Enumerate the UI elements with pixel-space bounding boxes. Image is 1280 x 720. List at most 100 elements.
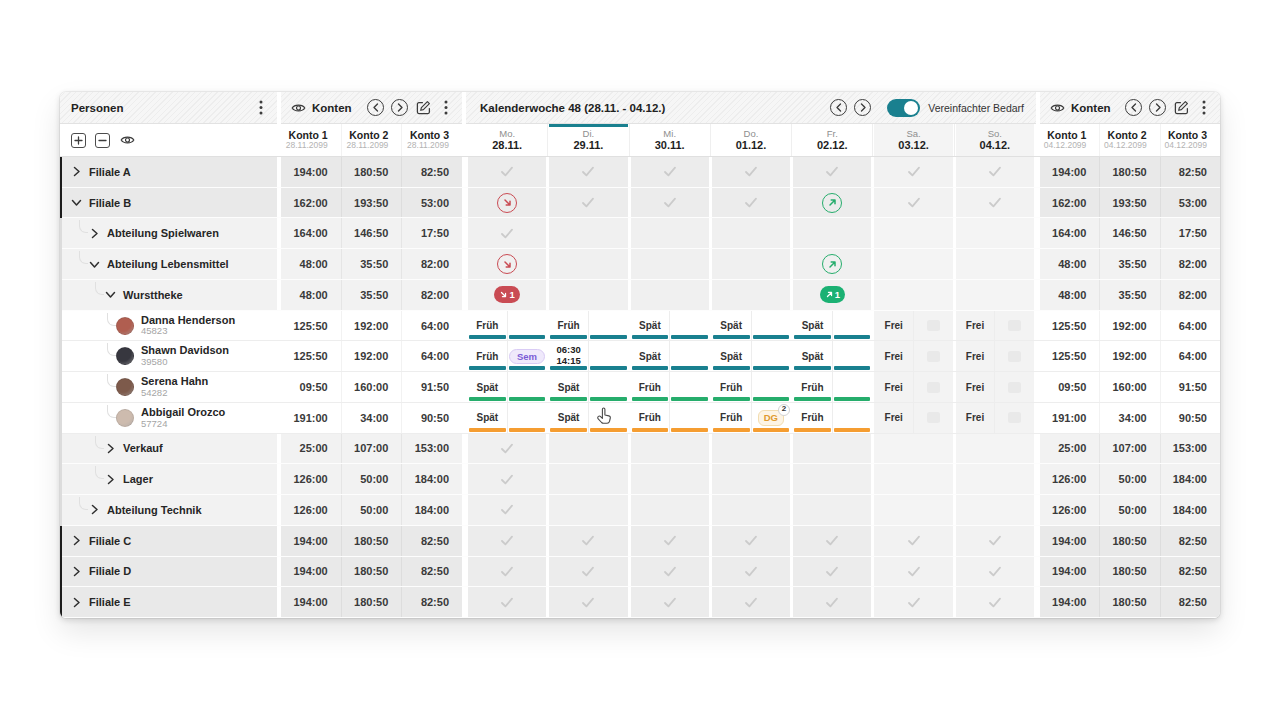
cell-lager-sa[interactable] <box>874 464 952 494</box>
tree-cell-lager[interactable]: Lager <box>60 464 277 494</box>
day-header-sa[interactable]: Sa.03.12. <box>874 124 952 156</box>
cell-wursttheke-mo[interactable]: 1 <box>468 280 546 310</box>
cell-verkauf-di[interactable] <box>549 434 627 464</box>
cell-serena-hahn-so[interactable]: Frei <box>956 372 1034 402</box>
chevron-right-icon[interactable] <box>70 166 82 177</box>
cell-abbigail-orozco-mo[interactable]: Spät <box>468 403 546 433</box>
tree-cell-filiale-b[interactable]: Filiale B <box>60 188 277 218</box>
cell-filiale-e-mo[interactable] <box>468 587 546 617</box>
cell-wursttheke-do[interactable] <box>712 280 790 310</box>
chevron-right-icon[interactable] <box>88 504 100 515</box>
cell-abbigail-orozco-so[interactable]: Frei <box>956 403 1034 433</box>
tree-cell-verkauf[interactable]: Verkauf <box>60 434 277 464</box>
cell-wursttheke-so[interactable] <box>956 280 1034 310</box>
cell-abbigail-orozco-mi[interactable]: Früh <box>631 403 709 433</box>
cell-abteilung-lebensmittel-sa[interactable] <box>874 249 952 279</box>
cell-danna-henderson-fr[interactable]: Spät <box>793 311 871 341</box>
cell-filiale-e-so[interactable] <box>956 587 1034 617</box>
cell-abteilung-lebensmittel-mo[interactable] <box>468 249 546 279</box>
cell-filiale-c-fr[interactable] <box>793 526 871 556</box>
cell-filiale-b-sa[interactable] <box>874 188 952 218</box>
konten-menu-button[interactable] <box>438 98 454 118</box>
cell-filiale-c-sa[interactable] <box>874 526 952 556</box>
cell-abbigail-orozco-di[interactable]: Spät <box>549 403 627 433</box>
day-header-do[interactable]: Do.01.12. <box>712 124 790 156</box>
cell-wursttheke-di[interactable] <box>549 280 627 310</box>
cell-filiale-c-do[interactable] <box>712 526 790 556</box>
tree-cell-filiale-a[interactable]: Filiale A <box>60 157 277 187</box>
konten-edit-button[interactable] <box>1173 98 1189 118</box>
cell-abteilung-spielwaren-so[interactable] <box>956 218 1034 248</box>
cell-filiale-c-di[interactable] <box>549 526 627 556</box>
cell-filiale-d-so[interactable] <box>956 557 1034 587</box>
cell-filiale-d-fr[interactable] <box>793 557 871 587</box>
tree-cell-filiale-d[interactable]: Filiale D <box>60 557 277 587</box>
cell-serena-hahn-mi[interactable]: Früh <box>631 372 709 402</box>
cell-lager-mo[interactable] <box>468 464 546 494</box>
cell-filiale-a-sa[interactable] <box>874 157 952 187</box>
cell-shawn-davidson-mo[interactable]: FrühSem <box>468 341 546 371</box>
cell-filiale-a-di[interactable] <box>549 157 627 187</box>
cell-filiale-a-do[interactable] <box>712 157 790 187</box>
tree-cell-abbigail-orozco[interactable]: Abbigail Orozco57724 <box>60 403 277 433</box>
cell-danna-henderson-so[interactable]: Frei <box>956 311 1034 341</box>
week-next-button[interactable] <box>854 98 871 118</box>
day-header-fr[interactable]: Fr.02.12. <box>793 124 871 156</box>
badge-sem[interactable]: Sem <box>509 349 545 364</box>
cell-wursttheke-mi[interactable] <box>631 280 709 310</box>
tree-cell-abteilung-spielwaren[interactable]: Abteilung Spielwaren <box>60 218 277 248</box>
tree-cell-abteilung-technik[interactable]: Abteilung Technik <box>60 495 277 525</box>
konten-next-button[interactable] <box>391 98 408 118</box>
konten-prev-button[interactable] <box>367 98 384 118</box>
cell-filiale-b-fr[interactable] <box>793 188 871 218</box>
cell-filiale-b-di[interactable] <box>549 188 627 218</box>
chevron-right-icon[interactable] <box>70 566 82 577</box>
cell-filiale-a-so[interactable] <box>956 157 1034 187</box>
cell-filiale-c-so[interactable] <box>956 526 1034 556</box>
tree-cell-serena-hahn[interactable]: Serena Hahn54282 <box>60 372 277 402</box>
cell-filiale-b-mo[interactable] <box>468 188 546 218</box>
cell-abteilung-technik-di[interactable] <box>549 495 627 525</box>
cell-verkauf-so[interactable] <box>956 434 1034 464</box>
cell-verkauf-do[interactable] <box>712 434 790 464</box>
chevron-down-icon[interactable] <box>104 290 116 299</box>
konten-menu-button[interactable] <box>1196 98 1212 118</box>
cell-serena-hahn-di[interactable]: Spät <box>549 372 627 402</box>
chevron-down-icon[interactable] <box>88 260 100 269</box>
cell-lager-do[interactable] <box>712 464 790 494</box>
cell-filiale-d-di[interactable] <box>549 557 627 587</box>
konten-next-button[interactable] <box>1149 98 1166 118</box>
cell-filiale-a-mo[interactable] <box>468 157 546 187</box>
cell-danna-henderson-sa[interactable]: Frei <box>874 311 952 341</box>
cell-lager-so[interactable] <box>956 464 1034 494</box>
cell-abteilung-technik-so[interactable] <box>956 495 1034 525</box>
cell-filiale-d-mo[interactable] <box>468 557 546 587</box>
cell-filiale-e-di[interactable] <box>549 587 627 617</box>
cell-danna-henderson-di[interactable]: Früh <box>549 311 627 341</box>
cell-serena-hahn-fr[interactable]: Früh <box>793 372 871 402</box>
cell-shawn-davidson-do[interactable]: Spät <box>712 341 790 371</box>
cell-abteilung-spielwaren-sa[interactable] <box>874 218 952 248</box>
vereinfachter-bedarf-toggle[interactable] <box>887 99 920 117</box>
cell-lager-di[interactable] <box>549 464 627 494</box>
week-prev-button[interactable] <box>830 98 847 118</box>
tree-cell-danna-henderson[interactable]: Danna Henderson45823 <box>60 311 277 341</box>
visibility-button[interactable] <box>119 130 135 150</box>
cell-abteilung-spielwaren-mi[interactable] <box>631 218 709 248</box>
cell-danna-henderson-do[interactable]: Spät <box>712 311 790 341</box>
cell-filiale-e-do[interactable] <box>712 587 790 617</box>
cell-shawn-davidson-fr[interactable]: Spät <box>793 341 871 371</box>
cell-lager-mi[interactable] <box>631 464 709 494</box>
cell-abteilung-lebensmittel-mi[interactable] <box>631 249 709 279</box>
personen-menu-button[interactable] <box>253 98 269 118</box>
cell-abteilung-spielwaren-do[interactable] <box>712 218 790 248</box>
cell-abteilung-technik-do[interactable] <box>712 495 790 525</box>
chevron-right-icon[interactable] <box>88 228 100 239</box>
cell-abteilung-technik-mo[interactable] <box>468 495 546 525</box>
cell-abteilung-spielwaren-mo[interactable] <box>468 218 546 248</box>
cell-serena-hahn-sa[interactable]: Frei <box>874 372 952 402</box>
cell-abteilung-lebensmittel-do[interactable] <box>712 249 790 279</box>
cell-filiale-e-sa[interactable] <box>874 587 952 617</box>
cell-filiale-c-mi[interactable] <box>631 526 709 556</box>
cell-abteilung-technik-mi[interactable] <box>631 495 709 525</box>
